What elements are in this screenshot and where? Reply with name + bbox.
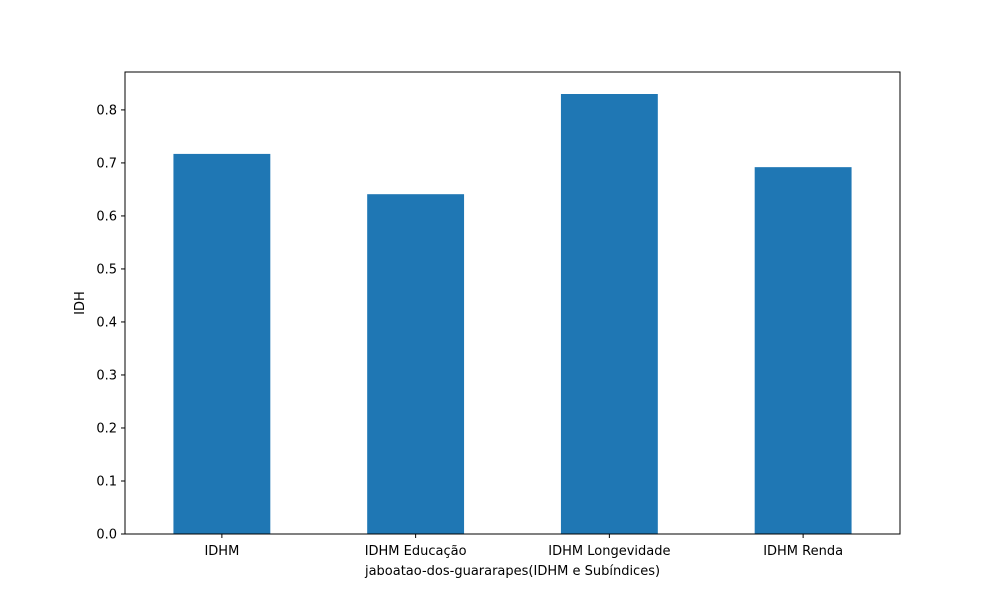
y-tick-label: 0.3 — [96, 368, 117, 383]
bar-2 — [560, 94, 658, 534]
bar-1 — [367, 194, 465, 535]
y-tick-label: 0.1 — [96, 474, 117, 489]
y-axis-label: IDH — [73, 291, 88, 315]
y-tick-label: 0.0 — [96, 528, 117, 543]
y-tick-label: 0.6 — [96, 209, 117, 224]
bar-3 — [754, 167, 852, 535]
bars-group — [173, 94, 852, 535]
x-tick-label: IDHM Renda — [763, 544, 843, 559]
x-tick-label: IDHM Educação — [365, 544, 467, 559]
plot-frame — [124, 71, 901, 535]
y-tick-label: 0.7 — [96, 156, 117, 171]
x-tick-label: IDHM — [204, 544, 239, 559]
y-tick-label: 0.5 — [96, 262, 117, 277]
y-tick-label: 0.4 — [96, 315, 117, 330]
y-tick-label: 0.8 — [96, 103, 117, 118]
x-axis-label: jaboatao-dos-guararapes(IDHM e Subíndice… — [364, 564, 660, 579]
y-axis-ticks: 0.0 0.1 0.2 0.3 0.4 0.5 0.6 0.7 0.8 — [96, 103, 125, 543]
bar-0 — [173, 153, 271, 534]
y-tick-label: 0.2 — [96, 421, 117, 436]
x-axis-ticks: IDHM IDHM Educação IDHM Longevidade IDHM Re… — [204, 534, 843, 559]
x-tick-label: IDHM Longevidade — [548, 544, 670, 559]
